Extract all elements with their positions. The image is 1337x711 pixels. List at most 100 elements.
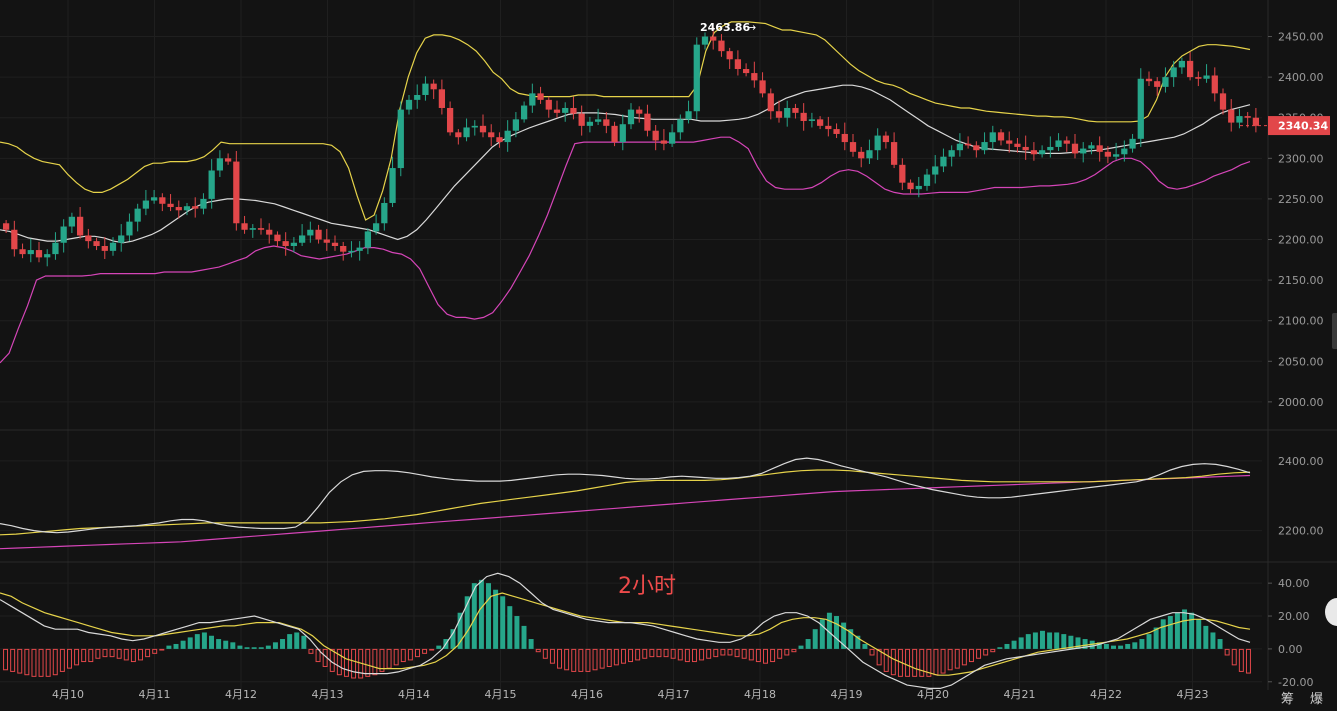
- candle-body: [1162, 77, 1169, 87]
- macd-panel[interactable]: [0, 572, 1251, 690]
- candle-body: [825, 125, 832, 130]
- brand-watermark: 筹 爆: [1280, 692, 1329, 707]
- macd-bar: [372, 648, 378, 676]
- macd-bar: [116, 648, 122, 659]
- candle-body: [1137, 78, 1144, 139]
- macd-bar: [436, 645, 442, 649]
- candle-body: [718, 40, 725, 52]
- candle-body: [742, 69, 750, 74]
- macd-bar: [1118, 645, 1124, 649]
- macd-bar: [407, 648, 413, 661]
- candle-body: [948, 150, 955, 157]
- candle-body: [800, 112, 807, 121]
- y-tick-label: 2100.00: [1278, 315, 1324, 328]
- macd-bar: [1082, 639, 1088, 649]
- x-tick-label: 4月20: [917, 688, 949, 701]
- macd-bar: [1196, 619, 1202, 649]
- macd-bar: [1054, 632, 1060, 649]
- candle-body: [1170, 67, 1177, 78]
- macd-bar: [642, 648, 648, 659]
- macd-bar: [223, 640, 229, 649]
- candle-body: [1252, 117, 1260, 126]
- y-tick-label: 2050.00: [1278, 355, 1324, 368]
- candle-body: [109, 242, 117, 251]
- candle-body: [1096, 145, 1103, 152]
- candle-body: [1186, 60, 1194, 78]
- macd-bar: [138, 648, 143, 661]
- macd-bar: [201, 632, 207, 649]
- macd-bar: [947, 648, 953, 671]
- y-tick-label: 2450.00: [1278, 31, 1324, 44]
- macd-bar: [834, 616, 840, 649]
- candle-body: [1014, 143, 1021, 147]
- macd-bar: [145, 648, 151, 658]
- macd-bar: [578, 648, 584, 672]
- macd-bar: [770, 648, 776, 663]
- high-arrow: →: [747, 21, 756, 34]
- candle-body: [315, 229, 322, 240]
- candle-body: [660, 140, 668, 144]
- candle-body: [833, 129, 840, 134]
- candle-body: [1055, 140, 1062, 147]
- candle-body: [35, 250, 43, 258]
- x-tick-label: 4月22: [1090, 688, 1122, 701]
- macd-bar: [500, 596, 506, 649]
- macd-bar: [1096, 642, 1102, 649]
- boll-lower-line: [0, 136, 1251, 364]
- macd-bar: [670, 648, 676, 659]
- macd-bar: [819, 619, 825, 649]
- y-tick-label: 0.00: [1278, 643, 1303, 656]
- macd-bar: [720, 648, 726, 656]
- macd-bar: [66, 648, 72, 669]
- side-floating-button[interactable]: [1325, 598, 1337, 626]
- price-panel[interactable]: [0, 21, 1260, 364]
- macd-bar: [272, 642, 278, 649]
- y-tick-label: 2400.00: [1278, 455, 1324, 468]
- candle-body: [1195, 77, 1202, 79]
- macd-bar: [599, 648, 605, 669]
- candle-body: [866, 150, 873, 159]
- candle-body: [183, 206, 191, 211]
- candle-body: [512, 119, 520, 131]
- candle-body: [208, 170, 215, 199]
- ma-panel[interactable]: [0, 457, 1251, 550]
- candle-body: [1104, 151, 1112, 157]
- candle-body: [956, 143, 964, 151]
- macd-bar: [997, 647, 1003, 649]
- macd-bar: [564, 648, 570, 671]
- candle-body: [257, 228, 265, 230]
- candle-body: [882, 135, 890, 143]
- candle-body: [372, 223, 380, 232]
- macd-bar: [727, 648, 733, 656]
- macd-bar: [81, 648, 87, 663]
- candle-body: [93, 241, 100, 246]
- macd-bar: [1217, 639, 1223, 649]
- macd-bar: [983, 648, 989, 656]
- candle-body: [200, 198, 207, 209]
- candle-body: [1038, 150, 1046, 155]
- candle-body: [44, 254, 51, 258]
- candle-body: [446, 107, 454, 133]
- candle-body: [134, 208, 141, 222]
- side-collapse-handle[interactable]: [1332, 313, 1337, 349]
- macd-bar: [883, 648, 889, 672]
- macd-bar: [1146, 634, 1152, 649]
- candle-body: [701, 36, 709, 45]
- x-tick-label: 4月18: [744, 688, 776, 701]
- candle-body: [636, 109, 643, 114]
- macd-bar: [791, 648, 797, 653]
- candle-body: [734, 59, 742, 70]
- macd-bar: [1189, 612, 1195, 649]
- macd-bar: [1111, 645, 1116, 649]
- macd-bar: [805, 639, 811, 649]
- candle-body: [677, 119, 684, 133]
- candle-body: [1121, 148, 1128, 155]
- candle-body: [1088, 145, 1095, 149]
- macd-bar: [10, 648, 16, 672]
- candle-body: [397, 109, 404, 169]
- macd-bar: [74, 648, 80, 666]
- candle-body: [348, 250, 355, 253]
- macd-bar: [1103, 643, 1109, 649]
- candle-body: [751, 73, 758, 81]
